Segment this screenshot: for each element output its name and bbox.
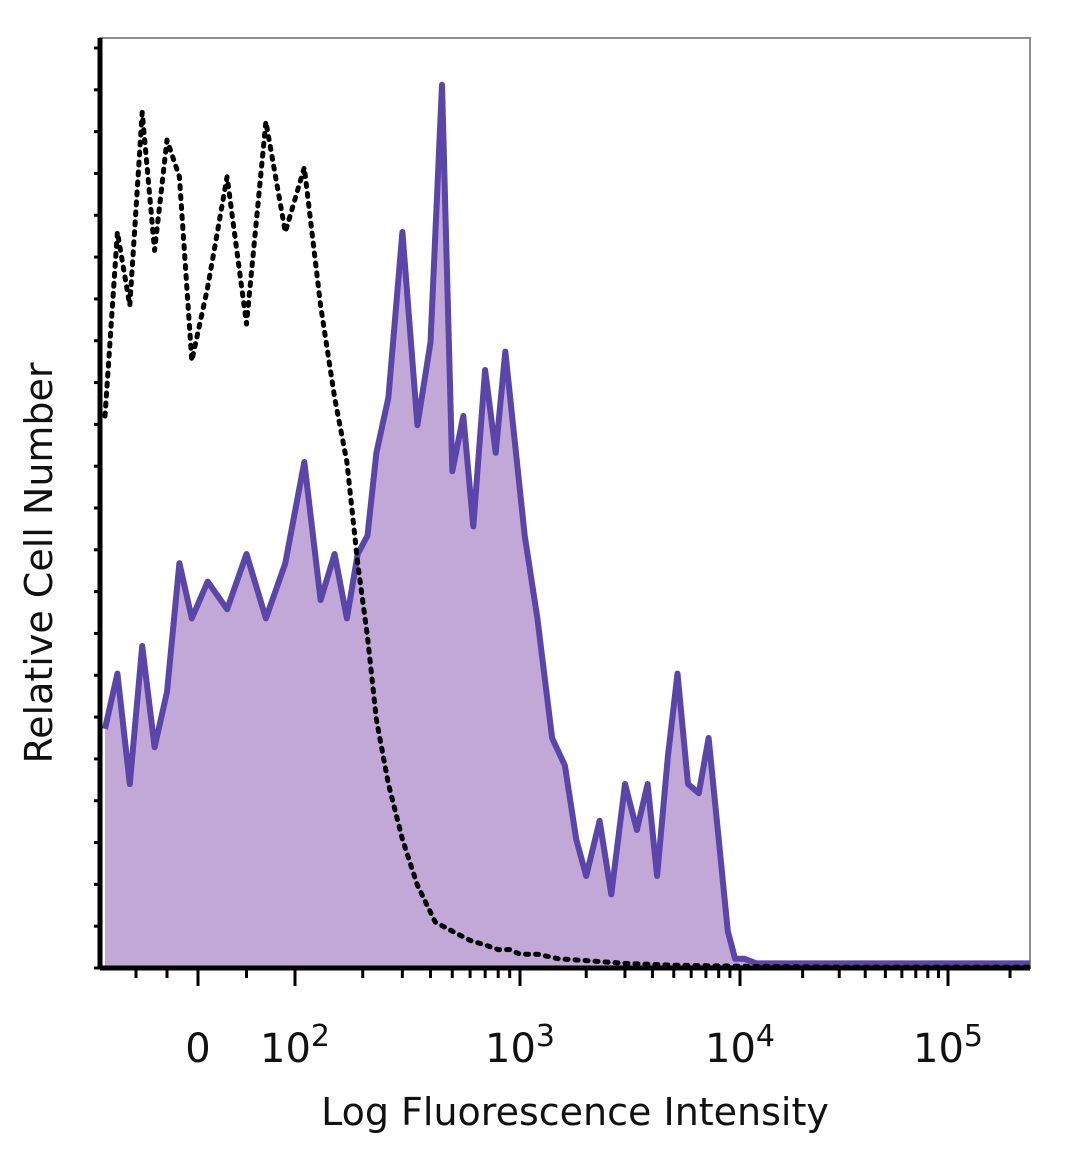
x-tick-label: 102: [260, 1019, 330, 1072]
y-axis-title: Relative Cell Number: [17, 362, 61, 763]
x-tick-label: 105: [913, 1019, 983, 1072]
x-tick-label: 0: [185, 1026, 210, 1072]
x-tick-label: 104: [705, 1019, 775, 1072]
series-0-line: [102, 109, 1033, 970]
x-tick-labels: 0 102 103 104 105: [185, 1019, 983, 1072]
x-tick-label: 103: [485, 1019, 555, 1072]
series-1-area: [105, 84, 1030, 969]
series-1-line: [102, 81, 1030, 967]
series-layer: [102, 81, 1033, 970]
axes-layer: [94, 38, 1030, 986]
x-axis-title: Log Fluorescence Intensity: [321, 1090, 829, 1134]
